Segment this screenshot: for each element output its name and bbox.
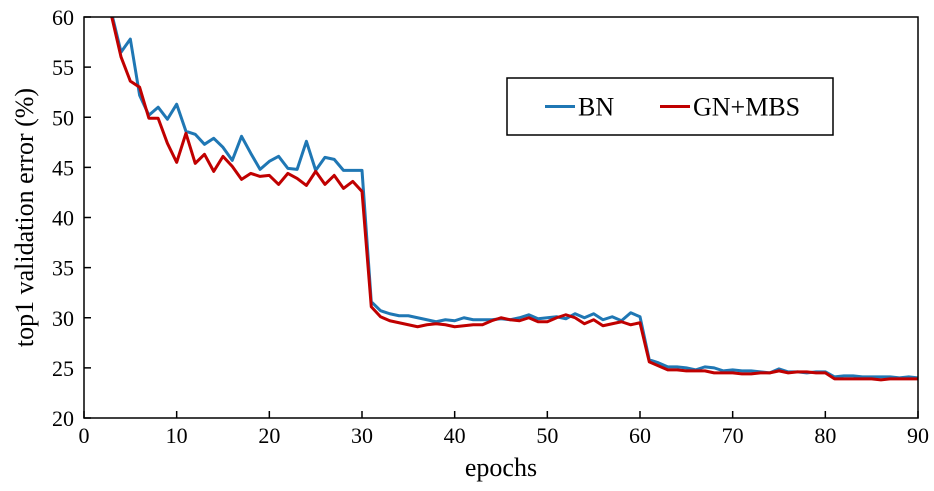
y-tick-label: 55	[52, 55, 74, 80]
x-tick-label: 40	[444, 423, 466, 448]
x-axis-title: epochs	[465, 453, 537, 482]
x-tick-label: 0	[79, 423, 90, 448]
y-tick-label: 20	[52, 406, 74, 431]
y-tick-label: 30	[52, 306, 74, 331]
y-tick-label: 40	[52, 206, 74, 231]
x-tick-label: 80	[814, 423, 836, 448]
legend-label: GN+MBS	[693, 93, 800, 122]
x-tick-label: 60	[629, 423, 651, 448]
x-tick-label: 90	[907, 423, 929, 448]
y-axis-title: top1 validation error (%)	[10, 88, 39, 347]
plot-frame	[83, 16, 919, 419]
x-tick-label: 10	[166, 423, 188, 448]
y-tick-label: 50	[52, 105, 74, 130]
y-tick-label: 60	[52, 5, 74, 30]
axis-ticks: 0 10 20 30 40 50 60 70 80 90 20 25 30 35 40 45 50 55 60	[52, 5, 929, 448]
x-tick-label: 20	[258, 423, 280, 448]
series-line-gn-mbs	[110, 17, 918, 382]
y-tick-label: 45	[52, 155, 74, 180]
series-line-bn	[110, 17, 918, 380]
legend-label: BN	[578, 93, 614, 122]
x-tick-label: 70	[722, 423, 744, 448]
y-tick-label: 35	[52, 256, 74, 281]
x-tick-label: 30	[351, 423, 373, 448]
x-tick-label: 50	[536, 423, 558, 448]
y-tick-label: 25	[52, 356, 74, 381]
plot-marks	[110, 17, 918, 382]
legend: BN GN+MBS	[506, 77, 834, 136]
